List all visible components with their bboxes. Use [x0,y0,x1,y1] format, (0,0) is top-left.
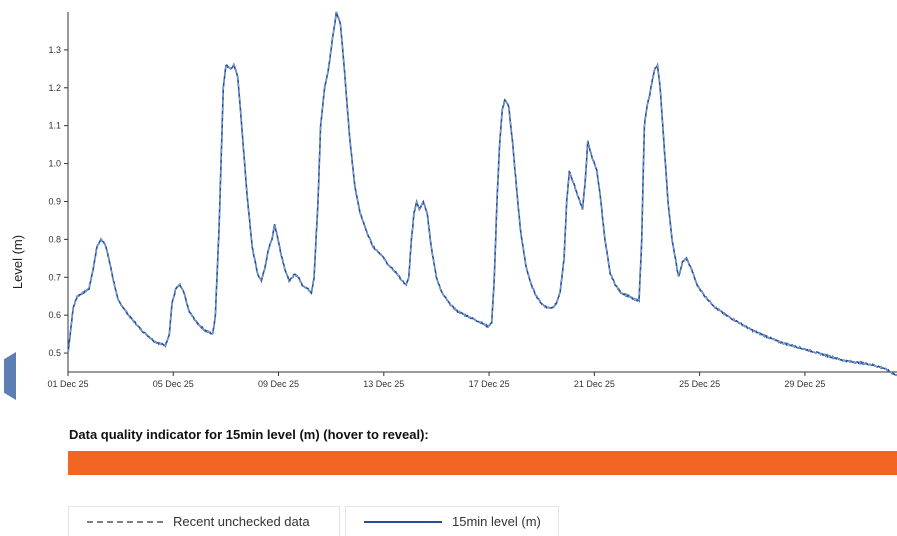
data-quality-title: Data quality indicator for 15min level (… [69,427,429,442]
y-tick-label: 0.7 [48,272,61,282]
dashed-line-swatch [87,520,163,523]
y-tick-label: 0.9 [48,196,61,206]
y-tick-label: 1.1 [48,121,61,131]
unchecked-data-dash-overlay [67,11,897,377]
y-tick-label: 0.8 [48,234,61,244]
level-series-line [67,11,897,377]
data-quality-bar[interactable] [68,451,897,475]
chart-series [67,11,897,377]
chart-axes: 0.5 0.6 0.7 0.8 0.9 1.0 1.1 1.2 1.3 01 Dec 25 05 D… [47,12,897,389]
y-tick-label: 1.3 [48,45,61,55]
x-tick-label: 09 Dec 25 [258,379,299,389]
x-tick-label: 25 Dec 25 [679,379,720,389]
x-tick-label: 21 Dec 25 [574,379,615,389]
y-axis-title: Level (m) [10,235,25,289]
x-tick-label: 05 Dec 25 [153,379,194,389]
x-tick-label: 01 Dec 25 [47,379,88,389]
solid-line-swatch [364,520,442,523]
y-tick-label: 0.5 [48,348,61,358]
x-tick-label: 17 Dec 25 [469,379,510,389]
side-panel-toggle[interactable] [4,352,16,400]
legend-item-unchecked[interactable]: Recent unchecked data [68,506,340,536]
level-line-chart: Level (m) 0.5 0.6 0.7 0.8 0.9 1.0 1.1 1.2 1.3 01 … [10,11,897,389]
legend-label-unchecked: Recent unchecked data [173,514,310,529]
x-tick-label: 29 Dec 25 [784,379,825,389]
y-tick-label: 1.2 [48,83,61,93]
legend-item-level[interactable]: 15min level (m) [345,506,559,536]
y-tick-label: 1.0 [48,159,61,169]
x-tick-label: 13 Dec 25 [363,379,404,389]
y-tick-label: 0.6 [48,310,61,320]
legend-label-level: 15min level (m) [452,514,541,529]
